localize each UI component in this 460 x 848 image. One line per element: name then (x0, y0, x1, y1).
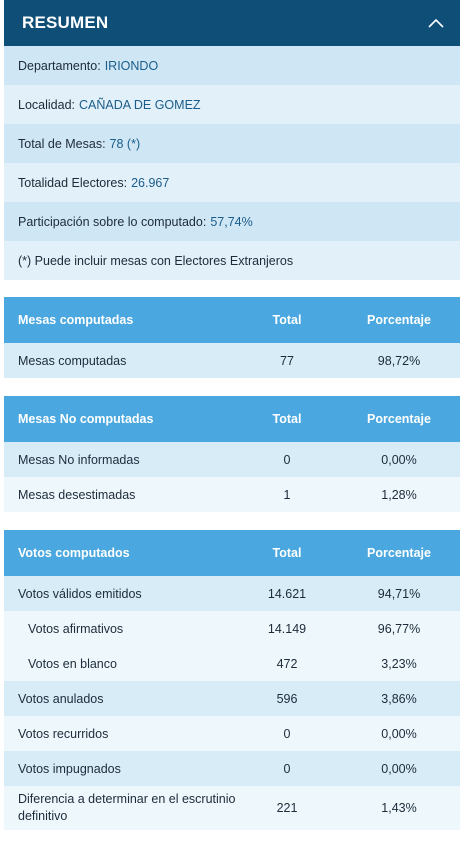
table-row: Votos recurridos 0 0,00% (4, 716, 460, 751)
row-percentage: 0,00% (338, 716, 460, 751)
localidad-value: CAÑADA DE GOMEZ (79, 97, 201, 112)
row-percentage: 94,71% (338, 576, 460, 611)
info-row-total-mesas: Total de Mesas: 78 (*) (4, 124, 460, 163)
column-header: Porcentaje (338, 297, 460, 343)
row-label: Votos en blanco (4, 646, 236, 681)
table-row: Diferencia a determinar en el escrutinio… (4, 786, 460, 830)
row-total: 596 (236, 681, 338, 716)
total-mesas-value: 78 (*) (109, 136, 141, 151)
info-row-note: (*) Puede incluir mesas con Electores Ex… (4, 241, 460, 280)
electores-label: Totalidad Electores: (18, 175, 128, 190)
table-row: Votos anulados 596 3,86% (4, 681, 460, 716)
table-row: Votos afirmativos 14.149 96,77% (4, 611, 460, 646)
column-header: Mesas computadas (4, 297, 236, 343)
mesas-computadas-table: Mesas computadas Total Porcentaje Mesas … (4, 297, 460, 378)
row-percentage: 0,00% (338, 751, 460, 786)
row-percentage: 98,72% (338, 343, 460, 378)
mesas-no-computadas-table: Mesas No computadas Total Porcentaje Mes… (4, 396, 460, 512)
row-total: 472 (236, 646, 338, 681)
column-header: Mesas No computadas (4, 396, 236, 442)
table-row: Mesas computadas 77 98,72% (4, 343, 460, 378)
table-header-row: Votos computados Total Porcentaje (4, 530, 460, 576)
table-header-row: Mesas computadas Total Porcentaje (4, 297, 460, 343)
row-total: 14.149 (236, 611, 338, 646)
row-percentage: 1,43% (338, 786, 460, 830)
table-row: Votos impugnados 0 0,00% (4, 751, 460, 786)
votos-computados-table: Votos computados Total Porcentaje Votos … (4, 530, 460, 830)
participacion-value: 57,74% (210, 214, 253, 229)
row-total: 1 (236, 477, 338, 512)
row-label: Mesas desestimadas (4, 477, 236, 512)
row-label: Votos anulados (4, 681, 236, 716)
departamento-value: IRIONDO (104, 58, 159, 73)
summary-title: RESUMEN (22, 13, 109, 32)
table-row: Mesas desestimadas 1 1,28% (4, 477, 460, 512)
row-percentage: 3,86% (338, 681, 460, 716)
row-label: Diferencia a determinar en el escrutinio… (4, 786, 236, 830)
info-row-participacion: Participación sobre lo computado: 57,74% (4, 202, 460, 241)
row-total: 221 (236, 786, 338, 830)
row-label: Votos impugnados (4, 751, 236, 786)
row-total: 0 (236, 716, 338, 751)
row-label: Votos válidos emitidos (4, 576, 236, 611)
info-row-electores: Totalidad Electores: 26.967 (4, 163, 460, 202)
total-mesas-label: Total de Mesas: (18, 136, 106, 151)
participacion-label: Participación sobre lo computado: (18, 214, 207, 229)
row-percentage: 3,23% (338, 646, 460, 681)
row-total: 0 (236, 442, 338, 477)
row-total: 0 (236, 751, 338, 786)
row-percentage: 1,28% (338, 477, 460, 512)
departamento-label: Departamento: (18, 58, 101, 73)
info-row-localidad: Localidad: CAÑADA DE GOMEZ (4, 85, 460, 124)
table-row: Votos válidos emitidos 14.621 94,71% (4, 576, 460, 611)
chevron-up-icon[interactable] (426, 13, 446, 33)
column-header: Votos computados (4, 530, 236, 576)
row-total: 14.621 (236, 576, 338, 611)
row-label: Votos afirmativos (4, 611, 236, 646)
row-percentage: 0,00% (338, 442, 460, 477)
table-header-row: Mesas No computadas Total Porcentaje (4, 396, 460, 442)
info-row-departamento: Departamento: IRIONDO (4, 46, 460, 85)
row-label: Mesas computadas (4, 343, 236, 378)
column-header: Porcentaje (338, 396, 460, 442)
column-header: Total (236, 530, 338, 576)
summary-panel: RESUMEN Departamento: IRIONDO Localidad:… (4, 0, 460, 830)
row-label: Votos recurridos (4, 716, 236, 751)
column-header: Total (236, 396, 338, 442)
column-header: Total (236, 297, 338, 343)
table-row: Mesas No informadas 0 0,00% (4, 442, 460, 477)
electores-value: 26.967 (131, 175, 170, 190)
table-row: Votos en blanco 472 3,23% (4, 646, 460, 681)
extranjeros-note: (*) Puede incluir mesas con Electores Ex… (18, 253, 294, 268)
row-percentage: 96,77% (338, 611, 460, 646)
row-label: Mesas No informadas (4, 442, 236, 477)
summary-header[interactable]: RESUMEN (4, 0, 460, 46)
localidad-label: Localidad: (18, 97, 75, 112)
row-total: 77 (236, 343, 338, 378)
column-header: Porcentaje (338, 530, 460, 576)
